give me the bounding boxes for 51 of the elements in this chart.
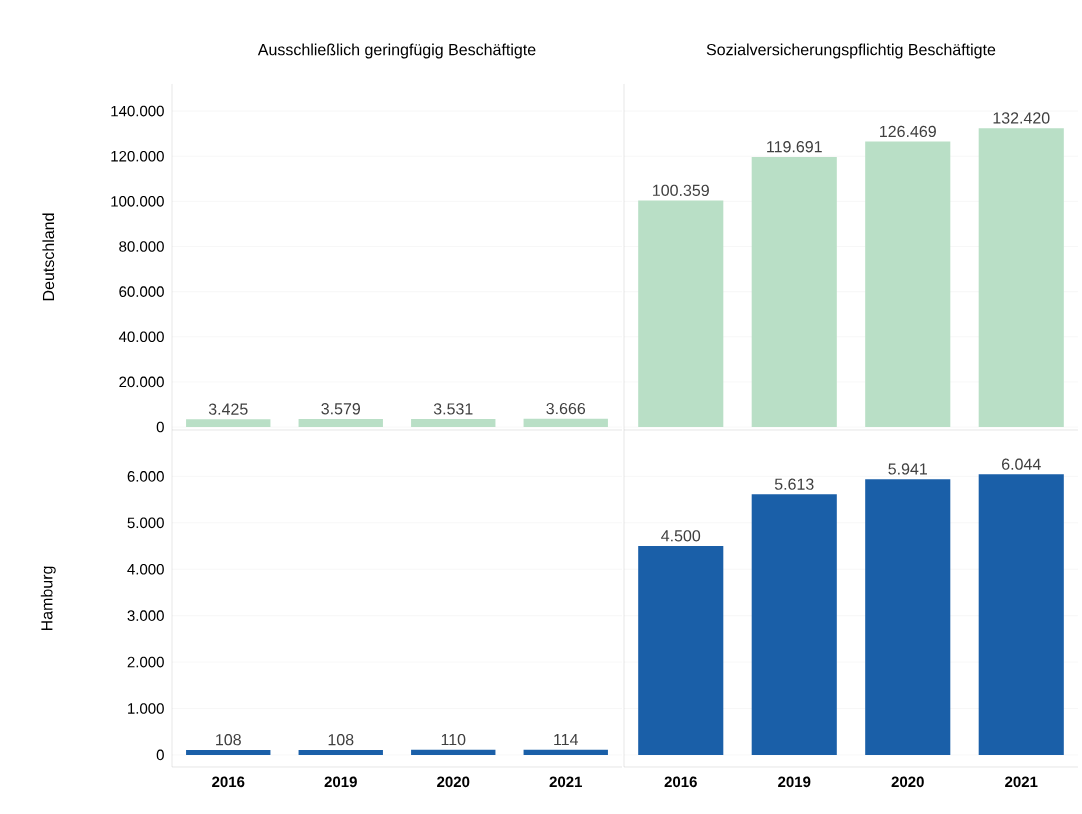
data-label: 110 bbox=[441, 733, 466, 746]
y-tick-label: 5.000 bbox=[127, 517, 164, 529]
bar bbox=[865, 141, 951, 428]
data-label: 119.691 bbox=[767, 141, 822, 153]
chart-title: Ausschließlich geringfügig Beschäftigte bbox=[257, 43, 536, 59]
y-tick-label: 0 bbox=[156, 421, 164, 433]
bar bbox=[978, 474, 1064, 755]
bar bbox=[865, 479, 951, 755]
data-label: 3.531 bbox=[433, 403, 473, 415]
data-label: 100.359 bbox=[653, 184, 709, 197]
y-tick-label: 2.000 bbox=[127, 656, 164, 668]
y-tick-label: 6.000 bbox=[127, 471, 164, 482]
bar bbox=[751, 494, 837, 755]
y-tick-label: 40.000 bbox=[118, 331, 164, 343]
bar bbox=[978, 128, 1064, 428]
x-tick-label: 2019 bbox=[778, 776, 811, 788]
y-tick-label: 60.000 bbox=[119, 286, 164, 297]
y-tick-label: 3.000 bbox=[127, 610, 164, 621]
data-label: 5.941 bbox=[888, 463, 927, 475]
y-tick-label: 80.000 bbox=[119, 241, 164, 252]
x-tick-label: 2019 bbox=[324, 776, 357, 788]
bar bbox=[638, 546, 724, 755]
data-label: 3.425 bbox=[208, 403, 248, 415]
x-tick-label: 2020 bbox=[437, 776, 470, 788]
data-label: 108 bbox=[216, 734, 241, 746]
data-label: 108 bbox=[328, 734, 354, 746]
y-tick-label: 0 bbox=[156, 749, 164, 761]
x-tick-label: 2021 bbox=[549, 776, 583, 788]
y-tick-label: 1.000 bbox=[128, 703, 164, 714]
y-tick-label: 4.000 bbox=[127, 563, 164, 575]
y-axis-title: Deutschland bbox=[42, 213, 55, 301]
bar bbox=[751, 156, 837, 428]
y-tick-label: 100.000 bbox=[111, 196, 164, 207]
data-label: 3.666 bbox=[546, 402, 586, 415]
data-label: 126.469 bbox=[880, 125, 936, 138]
y-tick-label: 20.000 bbox=[119, 376, 164, 388]
x-tick-label: 2020 bbox=[891, 776, 924, 788]
x-tick-label: 2016 bbox=[664, 776, 697, 788]
data-label: 4.500 bbox=[661, 530, 701, 542]
data-label: 6.044 bbox=[1002, 458, 1041, 470]
data-label: 5.613 bbox=[774, 478, 814, 490]
x-tick-label: 2016 bbox=[212, 776, 245, 788]
y-tick-label: 140.000 bbox=[111, 105, 164, 117]
chart-title: Sozialversicherungspflichtig Beschäftigte bbox=[706, 43, 996, 59]
y-axis-title: Hamburg bbox=[40, 566, 56, 631]
x-tick-label: 2021 bbox=[1005, 776, 1038, 788]
data-label: 3.579 bbox=[321, 403, 361, 415]
data-label: 114 bbox=[554, 734, 579, 746]
y-tick-label: 120.000 bbox=[111, 150, 164, 162]
data-label: 132.420 bbox=[993, 112, 1050, 124]
bar bbox=[638, 200, 724, 428]
